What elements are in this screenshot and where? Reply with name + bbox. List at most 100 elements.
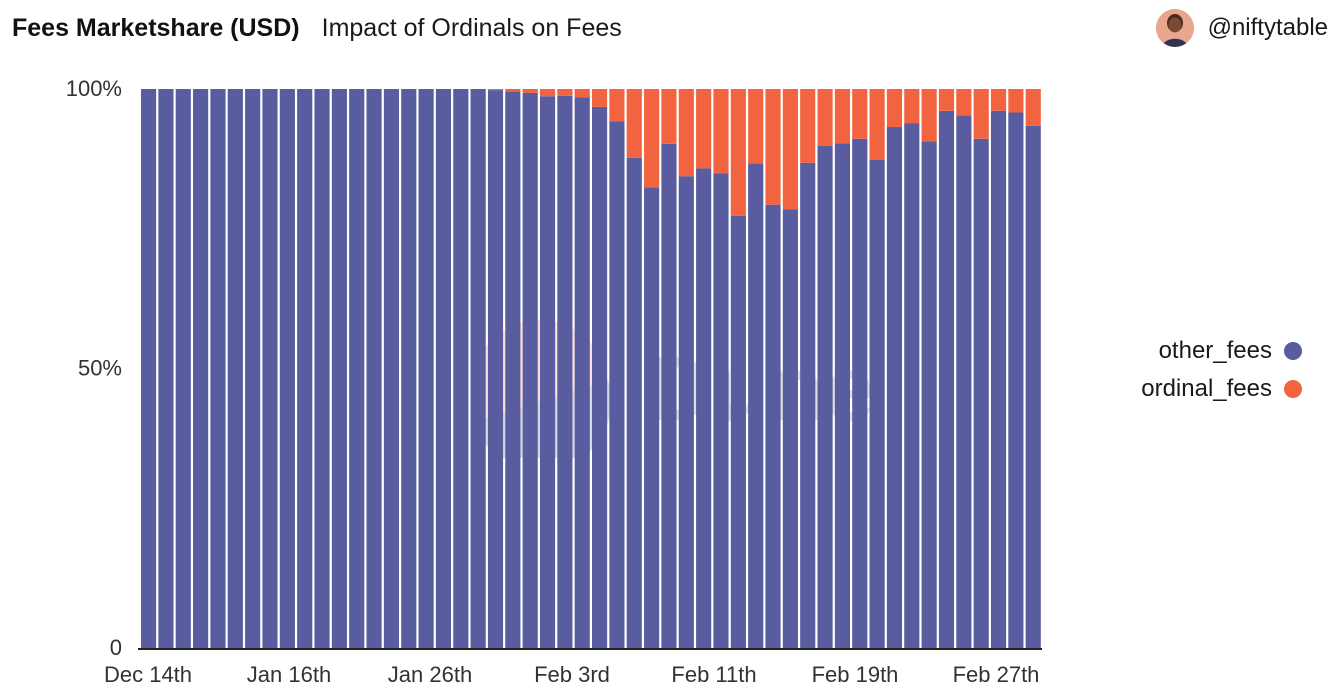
bar-other-fees[interactable] — [834, 143, 850, 648]
bar-other-fees[interactable] — [1025, 125, 1041, 648]
bar-other-fees[interactable] — [141, 89, 157, 648]
x-tick-label: Feb 3rd — [534, 662, 610, 687]
bar-ordinal-fees[interactable] — [644, 89, 660, 188]
bar-other-fees[interactable] — [366, 89, 382, 648]
bar-other-fees[interactable] — [279, 89, 295, 648]
y-axis: 100% 50% 0 — [66, 76, 122, 660]
bar-ordinal-fees[interactable] — [782, 89, 798, 210]
bar-other-fees[interactable] — [852, 138, 868, 648]
bar-other-fees[interactable] — [661, 143, 677, 648]
x-tick-label: Feb 19th — [812, 662, 899, 687]
bar-other-fees[interactable] — [678, 176, 694, 648]
bar-ordinal-fees[interactable] — [696, 89, 712, 169]
bar-other-fees[interactable] — [592, 106, 608, 648]
bar-other-fees[interactable] — [418, 89, 434, 648]
bar-ordinal-fees[interactable] — [522, 89, 538, 93]
bar-other-fees[interactable] — [644, 187, 660, 648]
bar-other-fees[interactable] — [470, 89, 486, 648]
legend-item-ordinal-fees[interactable]: ordinal_fees — [1141, 370, 1302, 408]
bar-ordinal-fees[interactable] — [730, 89, 746, 216]
bar-other-fees[interactable] — [487, 90, 504, 649]
bar-other-fees[interactable] — [938, 110, 955, 649]
bar-ordinal-fees[interactable] — [678, 89, 694, 177]
legend-item-other-fees[interactable]: other_fees — [1141, 332, 1302, 370]
bar-ordinal-fees[interactable] — [626, 89, 642, 158]
bar-other-fees[interactable] — [696, 168, 712, 648]
bar-other-fees[interactable] — [765, 204, 781, 648]
bar-other-fees[interactable] — [245, 89, 261, 648]
bar-ordinal-fees[interactable] — [886, 89, 903, 128]
bar-ordinal-fees[interactable] — [1025, 89, 1041, 126]
y-tick-label: 100% — [66, 76, 122, 101]
bar-other-fees[interactable] — [522, 92, 538, 648]
bar-ordinal-fees[interactable] — [834, 89, 850, 144]
author-badge[interactable]: @niftytable — [1155, 8, 1328, 48]
bar-ordinal-fees[interactable] — [574, 89, 590, 98]
bar-other-fees[interactable] — [158, 89, 174, 648]
bar-ordinal-fees[interactable] — [539, 89, 556, 97]
bar-other-fees[interactable] — [539, 96, 556, 648]
chart-subtitle: Impact of Ordinals on Fees — [321, 13, 622, 42]
bar-other-fees[interactable] — [297, 89, 313, 648]
bar-ordinal-fees[interactable] — [661, 89, 677, 144]
bar-ordinal-fees[interactable] — [904, 89, 920, 124]
bar-other-fees[interactable] — [609, 121, 625, 649]
bar-other-fees[interactable] — [349, 89, 365, 648]
bar-other-fees[interactable] — [175, 89, 191, 648]
bar-ordinal-fees[interactable] — [713, 89, 729, 174]
bar-other-fees[interactable] — [990, 110, 1007, 649]
stacked-bar-chart: 100% 50% 0 Dec 14th Jan 16th Jan 26th Feb 3rd… — [66, 76, 1042, 687]
bar-other-fees[interactable] — [574, 97, 590, 648]
bar-ordinal-fees[interactable] — [956, 89, 972, 116]
bar-other-fees[interactable] — [331, 89, 347, 648]
bar-other-fees[interactable] — [921, 141, 937, 649]
bar-other-fees[interactable] — [869, 159, 885, 648]
author-handle[interactable]: @niftytable — [1207, 14, 1328, 41]
bar-other-fees[interactable] — [713, 173, 729, 648]
bar-ordinal-fees[interactable] — [938, 89, 955, 111]
bar-ordinal-fees[interactable] — [609, 89, 625, 122]
x-axis: Dec 14th Jan 16th Jan 26th Feb 3rd Feb 11th F… — [104, 662, 1039, 687]
bar-ordinal-fees[interactable] — [557, 89, 573, 96]
bar-other-fees[interactable] — [904, 123, 920, 649]
user-avatar-icon[interactable] — [1155, 9, 1194, 47]
bar-other-fees[interactable] — [453, 89, 469, 648]
bar-ordinal-fees[interactable] — [852, 89, 868, 139]
bar-other-fees[interactable] — [973, 138, 989, 648]
bar-other-fees[interactable] — [730, 215, 746, 648]
bar-ordinal-fees[interactable] — [1008, 89, 1024, 113]
bar-ordinal-fees[interactable] — [765, 89, 781, 205]
bar-other-fees[interactable] — [314, 89, 330, 648]
bar-other-fees[interactable] — [262, 89, 278, 648]
bar-ordinal-fees[interactable] — [800, 89, 816, 163]
x-tick-label: Feb 11th — [671, 662, 756, 687]
bar-ordinal-fees[interactable] — [487, 89, 504, 91]
bar-ordinal-fees[interactable] — [869, 89, 885, 160]
bar-other-fees[interactable] — [227, 89, 243, 648]
bar-ordinal-fees[interactable] — [973, 89, 989, 139]
bar-other-fees[interactable] — [383, 89, 399, 648]
bar-ordinal-fees[interactable] — [990, 89, 1007, 111]
bar-ordinal-fees[interactable] — [748, 89, 764, 164]
bar-other-fees[interactable] — [956, 115, 972, 648]
bar-other-fees[interactable] — [557, 95, 573, 648]
x-tick-label: Jan 16th — [247, 662, 331, 687]
bar-other-fees[interactable] — [800, 162, 816, 648]
bar-other-fees[interactable] — [886, 127, 903, 648]
legend-dot-icon — [1284, 342, 1302, 360]
bar-other-fees[interactable] — [817, 146, 833, 648]
bar-ordinal-fees[interactable] — [592, 89, 608, 107]
bar-other-fees[interactable] — [401, 89, 417, 648]
bar-other-fees[interactable] — [210, 89, 226, 648]
bar-ordinal-fees[interactable] — [817, 89, 833, 147]
bar-other-fees[interactable] — [626, 157, 642, 648]
bar-ordinal-fees[interactable] — [921, 89, 937, 142]
bar-other-fees[interactable] — [435, 89, 452, 648]
bar-other-fees[interactable] — [505, 91, 521, 649]
bar-other-fees[interactable] — [193, 89, 209, 648]
bar-other-fees[interactable] — [1008, 112, 1024, 649]
bar-ordinal-fees[interactable] — [505, 89, 521, 92]
bar-other-fees[interactable] — [782, 209, 798, 648]
bar-other-fees[interactable] — [748, 163, 764, 648]
bars-group — [141, 89, 1041, 649]
